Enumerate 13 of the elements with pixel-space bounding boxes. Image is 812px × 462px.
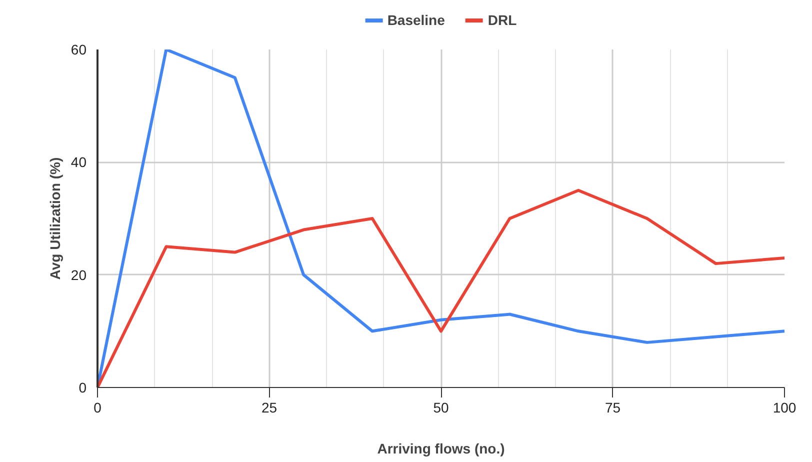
- legend-label: DRL: [488, 12, 517, 28]
- x-tick-label: 0: [94, 400, 102, 416]
- y-tick-label: 60: [70, 42, 87, 58]
- legend-label: Baseline: [387, 12, 445, 28]
- x-tick-label: 25: [261, 400, 278, 416]
- x-axis-title: Arriving flows (no.): [377, 440, 505, 456]
- x-tick-label: 50: [433, 400, 449, 416]
- y-tick-label: 0: [78, 380, 87, 396]
- y-tick-label: 40: [70, 154, 87, 170]
- y-axis-title: Avg Utilization (%): [46, 157, 63, 280]
- x-tick-label: 75: [604, 400, 621, 416]
- y-tick-label: 20: [70, 266, 87, 283]
- x-tick-label: 100: [772, 400, 796, 416]
